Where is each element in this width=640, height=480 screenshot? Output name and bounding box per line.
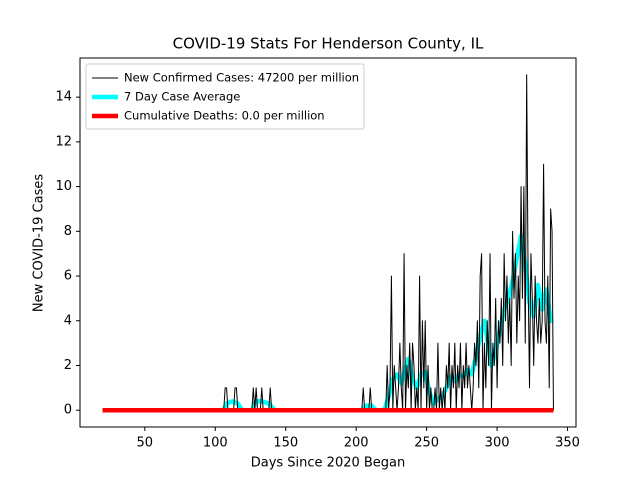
x-tick-label: 50: [137, 436, 154, 451]
y-axis-label: New COVID-19 Cases: [32, 174, 47, 312]
legend-box: [85, 63, 365, 130]
legend-label: New Confirmed Cases: 47200 per million: [124, 71, 359, 85]
y-tick-label: 12: [55, 134, 72, 149]
x-tick-label: 300: [485, 436, 510, 451]
x-tick-label: 250: [414, 436, 439, 451]
y-tick-label: 4: [64, 313, 72, 328]
x-tick-label: 350: [555, 436, 580, 451]
y-tick-label: 0: [64, 403, 72, 418]
y-tick-label: 8: [64, 224, 72, 239]
series-line: [102, 74, 554, 411]
legend-label: 7 Day Case Average: [124, 90, 240, 104]
x-tick-label: 150: [273, 436, 298, 451]
y-tick-label: 10: [55, 179, 72, 194]
x-tick-label: 100: [203, 436, 228, 451]
legend-label: Cumulative Deaths: 0.0 per million: [124, 109, 325, 123]
y-tick-label: 6: [64, 269, 72, 284]
y-tick-label: 2: [64, 358, 72, 373]
y-tick-label: 14: [55, 90, 72, 105]
x-tick-label: 200: [344, 436, 369, 451]
x-axis-label: Days Since 2020 Began: [251, 456, 406, 471]
chart-title: COVID-19 Stats For Henderson County, IL: [173, 35, 484, 53]
plot-frame: [79, 57, 577, 428]
